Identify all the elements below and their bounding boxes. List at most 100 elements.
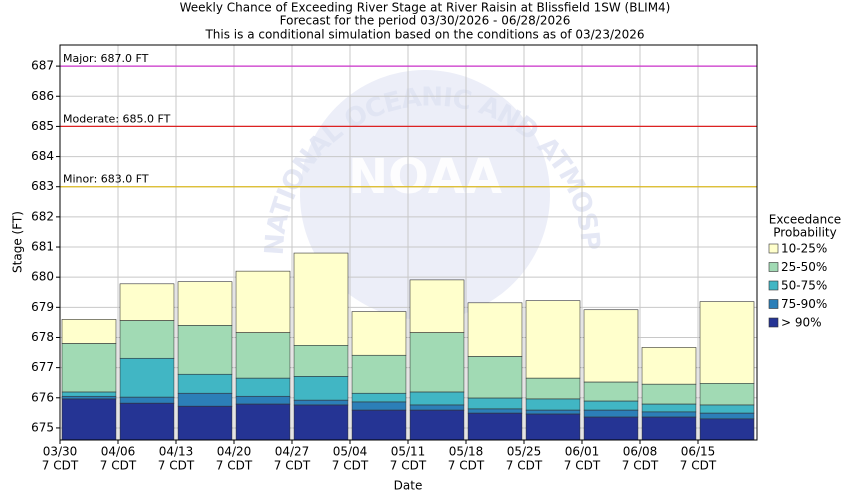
- y-tick-label: 675: [31, 420, 54, 434]
- bar-segment: [293, 252, 349, 346]
- bar-segment: [641, 383, 697, 405]
- threshold-label: Moderate: 685.0 FT: [63, 112, 171, 125]
- y-tick-label: 677: [31, 360, 54, 374]
- bar-segment: [583, 309, 639, 383]
- chart-title: Weekly Chance of Exceeding River Stage a…: [180, 1, 671, 15]
- chart-subtitle: Forecast for the period 03/30/2026 - 06/…: [280, 14, 571, 28]
- bar-segment: [235, 332, 291, 379]
- bar-segment: [351, 354, 407, 394]
- y-tick-label: 678: [31, 330, 54, 344]
- bar-segment: [61, 395, 117, 400]
- x-tick-label: 06/08: [623, 445, 658, 459]
- legend-label: 50-75%: [781, 279, 827, 293]
- bar-segment: [525, 300, 581, 379]
- y-tick-label: 687: [31, 59, 54, 73]
- bar-segment: [409, 279, 465, 333]
- bar-segment: [467, 302, 523, 357]
- bar-segment: [699, 404, 755, 414]
- bar-segment: [177, 325, 233, 375]
- y-tick-label: 685: [31, 119, 54, 133]
- bar-segment: [699, 418, 755, 441]
- x-tick-label: 7 CDT: [448, 459, 485, 473]
- bar-segment: [467, 408, 523, 414]
- bar-segment: [409, 332, 465, 393]
- y-tick-label: 681: [31, 240, 54, 254]
- legend-label: 25-50%: [781, 260, 827, 274]
- bar-segment: [235, 377, 291, 397]
- bar-segment: [641, 416, 697, 441]
- x-tick-label: 04/27: [275, 445, 310, 459]
- bar-segment: [467, 356, 523, 399]
- y-tick-label: 684: [31, 149, 54, 163]
- bar-segment: [525, 398, 581, 411]
- y-tick-label: 680: [31, 270, 54, 284]
- bar-segment: [61, 398, 117, 441]
- bar-segment: [293, 404, 349, 441]
- y-tick-label: 676: [31, 390, 54, 404]
- bar-segment: [351, 409, 407, 441]
- bar-segment: [351, 311, 407, 356]
- threshold-label: Major: 687.0 FT: [63, 52, 149, 65]
- legend-label: 75-90%: [781, 297, 827, 311]
- bar-segment: [583, 416, 639, 441]
- bar-segment: [583, 409, 639, 418]
- bar-segment: [119, 396, 175, 404]
- x-tick-label: 06/15: [681, 445, 716, 459]
- bar-segment: [583, 400, 639, 411]
- x-tick-label: 05/25: [507, 445, 542, 459]
- watermark-circle: [300, 70, 550, 320]
- bar-segment: [641, 411, 697, 418]
- x-tick-label: 05/11: [391, 445, 426, 459]
- bar-segment: [525, 409, 581, 415]
- x-tick-label: 7 CDT: [390, 459, 427, 473]
- bar-segment: [467, 412, 523, 441]
- y-tick-label: 683: [31, 179, 54, 193]
- bar-segment: [119, 283, 175, 321]
- bar-segment: [61, 343, 117, 393]
- bar-segment: [177, 281, 233, 326]
- bar-segment: [699, 412, 755, 420]
- bar-segment: [583, 381, 639, 402]
- legend-swatch: [768, 262, 779, 272]
- x-tick-label: 03/30: [43, 445, 78, 459]
- threshold-label: Minor: 683.0 FT: [63, 173, 149, 186]
- bar-segment: [409, 404, 465, 411]
- x-tick-label: 7 CDT: [274, 459, 311, 473]
- legend-title: Probability: [773, 226, 836, 240]
- x-tick-label: 04/06: [101, 445, 136, 459]
- bar-segment: [235, 403, 291, 441]
- bar-segment: [641, 347, 697, 385]
- bar-segment: [293, 345, 349, 377]
- bar-segment: [699, 301, 755, 384]
- x-tick-label: 7 CDT: [216, 459, 253, 473]
- legend-swatch: [768, 243, 779, 254]
- x-axis-label: Date: [394, 479, 423, 493]
- x-tick-label: 05/18: [449, 445, 484, 459]
- bar-segment: [467, 397, 523, 410]
- y-tick-label: 682: [31, 209, 54, 223]
- bar-segment: [525, 413, 581, 441]
- bar-segment: [61, 319, 117, 344]
- bar-segment: [351, 401, 407, 411]
- legend-swatch: [768, 299, 779, 309]
- x-tick-label: 7 CDT: [564, 459, 601, 473]
- x-tick-label: 7 CDT: [680, 459, 717, 473]
- bar-segment: [525, 377, 581, 400]
- bar-segment: [699, 383, 755, 406]
- bar-segment: [61, 391, 117, 397]
- y-tick-label: 686: [31, 89, 54, 103]
- bar-segment: [119, 357, 175, 398]
- x-tick-label: 04/13: [159, 445, 194, 459]
- bar-segment: [293, 376, 349, 401]
- bar-segment: [641, 403, 697, 413]
- bar-segment: [177, 373, 233, 394]
- y-tick-label: 679: [31, 300, 54, 314]
- bar-segment: [235, 395, 291, 405]
- bar-segment: [409, 409, 465, 441]
- legend-swatch: [768, 317, 779, 328]
- x-tick-label: 06/01: [565, 445, 600, 459]
- plot-frame: [59, 44, 758, 441]
- bar-segment: [119, 402, 175, 441]
- legend-label: > 90%: [781, 316, 822, 330]
- watermark-logo: NOAA: [348, 149, 502, 205]
